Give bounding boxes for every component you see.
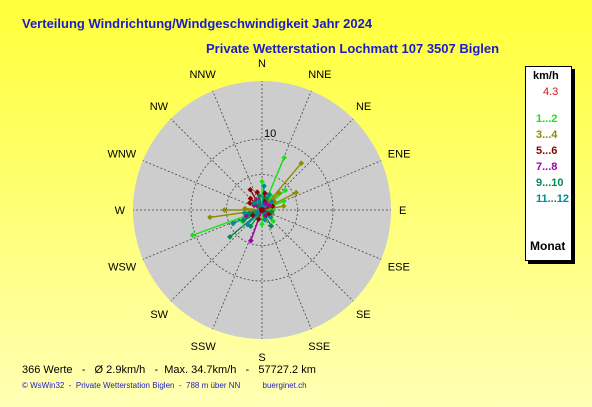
series-line [246, 209, 263, 226]
direction-label: S [258, 352, 265, 364]
data-point [269, 203, 276, 209]
credit-line: © WsWin32 - Private Wetterstation Biglen… [22, 381, 307, 390]
direction-label: W [115, 205, 126, 217]
data-point [227, 234, 233, 240]
data-point [247, 195, 254, 202]
series-line [250, 209, 263, 241]
data-point [241, 210, 248, 216]
data-point [255, 198, 261, 205]
series-line [261, 162, 302, 211]
data-point [268, 223, 275, 229]
grid-spoke [261, 209, 382, 260]
direction-label: ENE [388, 149, 411, 161]
data-point [266, 191, 273, 198]
data-point [255, 216, 262, 223]
direction-label: NE [356, 101, 371, 113]
data-point [221, 207, 228, 213]
data-point [246, 200, 253, 206]
data-point [263, 195, 270, 201]
direction-label: SSW [191, 341, 217, 353]
data-point [244, 221, 251, 228]
ring-label: 10 [264, 128, 276, 140]
legend-entry: 1...2 [536, 113, 558, 125]
data-point [246, 210, 252, 217]
data-point [259, 221, 265, 228]
data-point [268, 208, 275, 215]
direction-label: N [258, 58, 266, 70]
data-point [242, 205, 248, 212]
legend-radius-max: 4.3 [543, 86, 559, 98]
grid-spoke [261, 209, 312, 330]
data-point [261, 183, 267, 189]
data-point [254, 189, 261, 195]
data-point [298, 160, 305, 167]
data-point [207, 214, 213, 221]
direction-label: SW [150, 309, 168, 321]
direction-label: E [399, 205, 406, 217]
data-point [256, 193, 263, 199]
data-point [189, 232, 196, 239]
data-point [280, 198, 287, 205]
data-point [262, 190, 268, 197]
data-point [266, 202, 273, 209]
data-point [270, 218, 276, 224]
summary-stats: 366 Werte - Ø 2.9km/h - Max. 34.7km/h - … [22, 364, 316, 376]
series-points [189, 154, 305, 244]
direction-label: NW [150, 101, 169, 113]
grid-spoke [170, 118, 263, 211]
grid-spoke [261, 209, 354, 302]
series-line [261, 185, 265, 211]
center-marker [259, 207, 265, 213]
legend-entry: 11...12 [536, 193, 570, 205]
direction-label: SE [356, 309, 371, 321]
grid-spoke [212, 209, 263, 330]
data-point [280, 203, 287, 210]
series-line [261, 209, 272, 227]
direction-label: NNW [189, 69, 216, 81]
chart-subtitle: Private Wetterstation Lochmatt 107 3507 … [206, 41, 500, 56]
direction-label: ESE [388, 261, 410, 273]
chart-title: Verteilung Windrichtung/Windgeschwindigk… [22, 16, 373, 31]
direction-label: WNW [107, 149, 136, 161]
legend: km/h 4.3 1...2 3...4 5...6 7...8 9...10 … [525, 66, 572, 261]
legend-header: km/h [533, 70, 559, 82]
grid-spoke [212, 90, 263, 211]
data-point [251, 200, 257, 206]
data-point [261, 216, 268, 223]
data-point [293, 189, 299, 196]
grid-ring [190, 138, 334, 282]
legend-entry: 3...4 [536, 129, 558, 141]
data-point [267, 214, 274, 221]
data-point [282, 187, 289, 194]
data-point [281, 154, 288, 161]
direction-label: WSW [108, 261, 137, 273]
legend-entry: 5...6 [536, 145, 558, 157]
data-point [259, 178, 265, 185]
grid-spoke [142, 160, 263, 211]
grid-ring [226, 174, 298, 246]
legend-footer: Monat [530, 239, 566, 253]
data-point [268, 198, 275, 205]
legend-entry: 9...10 [536, 177, 564, 189]
direction-label: NNE [308, 69, 331, 81]
grid-spoke [142, 209, 263, 260]
data-point [276, 190, 282, 196]
data-point [247, 186, 254, 193]
data-point [263, 200, 269, 207]
data-point [240, 217, 247, 224]
direction-label: SSE [308, 341, 330, 353]
data-point [230, 220, 236, 227]
direction-labels: 10 N NNE NE ENE E ESE SE SSE S SSW SW WSW W WNW NW NNW [107, 58, 410, 364]
legend-entry: 7...8 [536, 161, 558, 173]
